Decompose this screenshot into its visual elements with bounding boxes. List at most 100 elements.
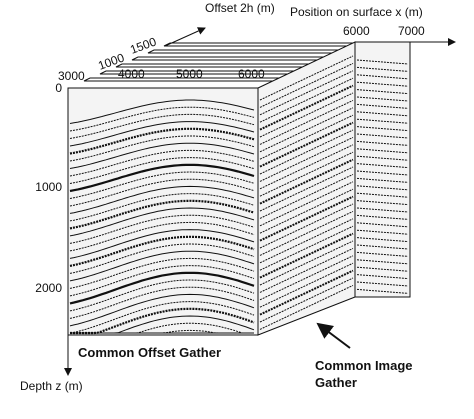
reflector (259, 77, 354, 123)
reflector (356, 126, 409, 132)
position-tick: 7000 (398, 24, 425, 38)
reflector (356, 177, 409, 183)
reflector (356, 281, 409, 287)
reflector (356, 266, 409, 272)
front-tick: 3000 (58, 69, 85, 83)
reflector (259, 70, 354, 116)
reflector (356, 222, 409, 228)
reflector (356, 259, 409, 265)
reflector (69, 235, 255, 267)
reflector (259, 92, 354, 138)
reflector (356, 148, 409, 154)
layer (131, 56, 329, 61)
reflector (69, 99, 255, 124)
front-tick: 5000 (176, 67, 203, 81)
reflector (69, 265, 255, 297)
reflector (356, 288, 409, 294)
reflector (356, 74, 409, 80)
reflector (69, 178, 255, 207)
reflector (69, 157, 255, 184)
reflector (69, 229, 255, 259)
reflector (356, 155, 409, 161)
reflector (356, 251, 409, 257)
reflector (69, 199, 255, 230)
reflector (356, 163, 409, 169)
reflector (69, 207, 255, 237)
reflector (69, 293, 255, 327)
reflector (69, 113, 255, 139)
reflector (259, 129, 354, 175)
reflector (356, 192, 409, 198)
reflector (69, 149, 255, 177)
reflector (259, 99, 354, 145)
reflectors (69, 55, 409, 335)
reflector (69, 171, 255, 199)
reflector (259, 218, 354, 264)
reflector (70, 307, 255, 335)
reflector (69, 279, 255, 312)
reflector (259, 144, 354, 190)
reflector (259, 173, 354, 219)
reflector (259, 262, 354, 308)
reflector (259, 188, 354, 234)
reflector (259, 151, 354, 197)
reflector (69, 135, 255, 162)
depth-tick: 0 (55, 81, 62, 95)
depth-axis-label: Depth z (m) (20, 379, 83, 393)
reflector (356, 229, 409, 235)
position-axis-label: Position on surface x (m) (290, 5, 423, 19)
reflector (259, 166, 354, 212)
reflector (259, 203, 354, 249)
reflector (259, 195, 354, 242)
reflector (69, 127, 255, 155)
layer (163, 42, 361, 47)
position-tick: 6000 (343, 24, 370, 38)
reflector (356, 133, 409, 139)
reflector (259, 240, 354, 286)
reflector (356, 96, 409, 102)
reflector (356, 237, 409, 243)
reflector (69, 106, 255, 132)
reflector (259, 107, 354, 153)
reflector (259, 277, 354, 323)
reflector (259, 232, 354, 279)
reflector (69, 121, 255, 147)
reflector (259, 247, 354, 293)
reflector (356, 118, 409, 124)
annotation: Common Offset Gather (78, 345, 221, 360)
reflector (259, 181, 354, 227)
reflector (69, 185, 255, 214)
annotation: Gather (315, 375, 357, 390)
reflector (259, 255, 354, 301)
reflector (356, 81, 409, 87)
reflector (69, 163, 255, 193)
reflector (356, 66, 409, 72)
reflector (259, 284, 354, 330)
reflector (259, 114, 354, 160)
reflector (356, 170, 409, 176)
depth-tick: 1000 (35, 180, 62, 194)
annotation-arrow (316, 322, 351, 349)
reflector (259, 158, 354, 205)
reflector (69, 250, 255, 282)
front-tick: 6000 (238, 67, 265, 81)
layer (147, 49, 345, 54)
reflector (259, 121, 354, 168)
reflector (69, 221, 255, 252)
reflector (356, 274, 409, 280)
reflector (69, 271, 255, 305)
right-face (354, 41, 411, 298)
reflector (356, 59, 409, 65)
reflector (356, 185, 409, 191)
reflector (69, 142, 255, 169)
reflector (259, 84, 354, 131)
front-face (67, 87, 259, 336)
reflector (356, 103, 409, 109)
reflector (259, 225, 354, 271)
reflector (259, 62, 354, 108)
reflector (69, 214, 255, 244)
reflector (259, 55, 354, 101)
layer (115, 63, 313, 68)
reflector (356, 214, 409, 220)
